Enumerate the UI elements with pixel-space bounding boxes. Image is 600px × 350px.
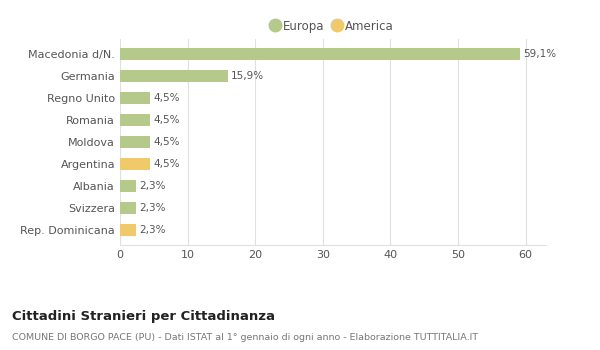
Bar (120, 92, 151, 104)
Text: 15,9%: 15,9% (231, 71, 264, 81)
Text: COMUNE DI BORGO PACE (PU) - Dati ISTAT al 1° gennaio di ogni anno - Elaborazione: COMUNE DI BORGO PACE (PU) - Dati ISTAT a… (12, 333, 478, 342)
Bar (120, 202, 136, 214)
Text: 2,3%: 2,3% (139, 203, 166, 212)
Bar (120, 158, 151, 170)
Text: 2,3%: 2,3% (139, 181, 166, 191)
Legend: Europa, America: Europa, America (272, 20, 394, 33)
Bar (120, 48, 520, 60)
Bar (120, 180, 136, 192)
Text: Cittadini Stranieri per Cittadinanza: Cittadini Stranieri per Cittadinanza (12, 310, 275, 323)
Bar (120, 136, 151, 148)
Text: 2,3%: 2,3% (139, 225, 166, 235)
Bar (120, 224, 136, 236)
Text: 4,5%: 4,5% (154, 159, 181, 169)
Bar (120, 70, 227, 82)
Text: 4,5%: 4,5% (154, 137, 181, 147)
Bar (120, 114, 151, 126)
Text: 59,1%: 59,1% (523, 49, 556, 59)
Text: 4,5%: 4,5% (154, 93, 181, 103)
Text: 4,5%: 4,5% (154, 115, 181, 125)
